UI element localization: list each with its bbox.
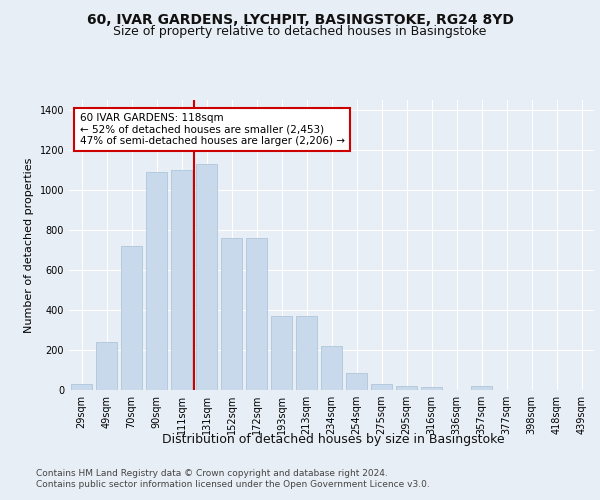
Bar [396,386,417,390]
Bar [96,342,117,390]
Bar [421,387,442,390]
Text: 60 IVAR GARDENS: 118sqm
← 52% of detached houses are smaller (2,453)
47% of semi: 60 IVAR GARDENS: 118sqm ← 52% of detache… [79,113,344,146]
Text: 60, IVAR GARDENS, LYCHPIT, BASINGSTOKE, RG24 8YD: 60, IVAR GARDENS, LYCHPIT, BASINGSTOKE, … [86,12,514,26]
Bar [321,346,342,390]
Bar [121,246,142,390]
Text: Contains HM Land Registry data © Crown copyright and database right 2024.: Contains HM Land Registry data © Crown c… [36,469,388,478]
Bar [196,164,217,390]
Bar [221,238,242,390]
Bar [346,373,367,390]
Bar [71,384,92,390]
Bar [246,238,267,390]
Text: Contains public sector information licensed under the Open Government Licence v3: Contains public sector information licen… [36,480,430,489]
Bar [171,170,192,390]
Text: Distribution of detached houses by size in Basingstoke: Distribution of detached houses by size … [161,432,505,446]
Y-axis label: Number of detached properties: Number of detached properties [24,158,34,332]
Bar [296,316,317,390]
Bar [146,172,167,390]
Text: Size of property relative to detached houses in Basingstoke: Size of property relative to detached ho… [113,25,487,38]
Bar [271,316,292,390]
Bar [471,386,492,390]
Bar [371,384,392,390]
